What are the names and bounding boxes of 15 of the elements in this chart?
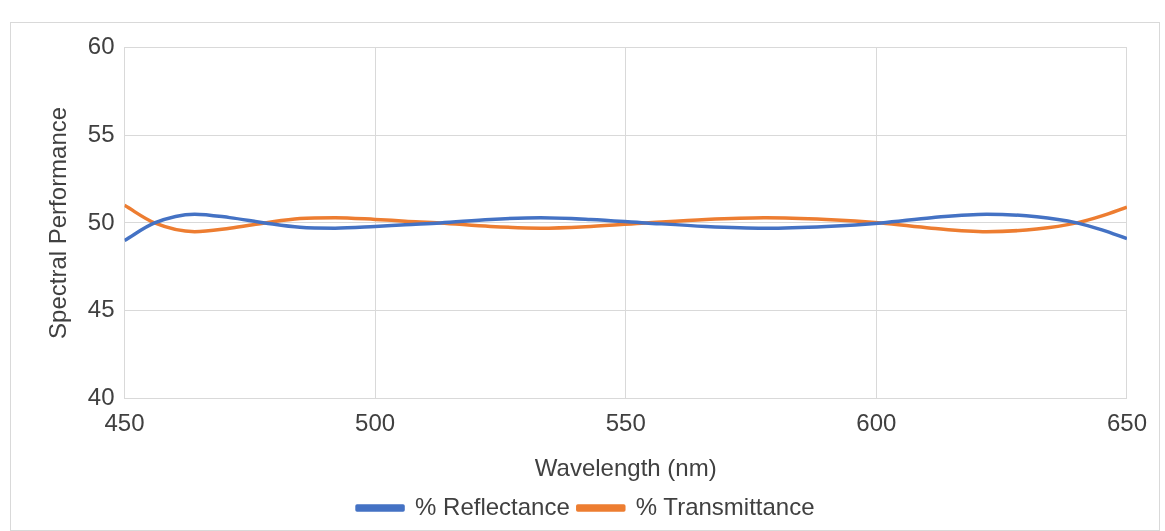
legend-label: % Transmittance bbox=[635, 492, 815, 520]
legend-label: % Reflectance bbox=[415, 492, 570, 520]
y-tick-label: 45 bbox=[87, 295, 115, 323]
x-axis-title: Wavelength (nm) bbox=[534, 454, 717, 482]
x-tick-label: 500 bbox=[355, 409, 396, 437]
x-tick-label: 600 bbox=[856, 409, 897, 437]
line-series bbox=[124, 212, 1127, 243]
y-tick-label: 55 bbox=[87, 119, 115, 147]
y-tick-label: 40 bbox=[87, 383, 115, 411]
x-tick-label: 450 bbox=[104, 409, 145, 437]
y-tick-label: 50 bbox=[87, 207, 115, 235]
x-tick-label: 650 bbox=[1106, 409, 1147, 437]
y-tick-label: 60 bbox=[87, 32, 115, 60]
y-axis-title: Spectral Performance bbox=[44, 106, 72, 339]
x-tick-label: 550 bbox=[605, 409, 646, 437]
